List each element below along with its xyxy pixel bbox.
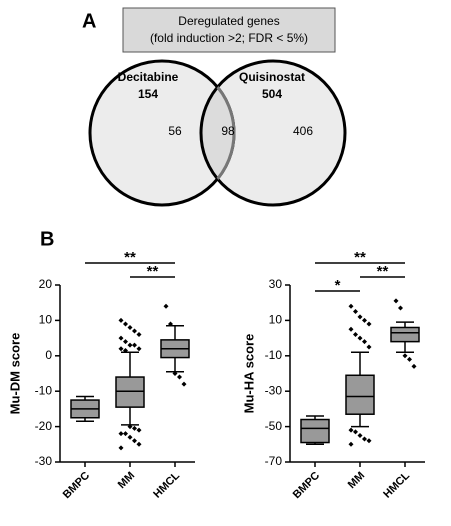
set-size: 154 xyxy=(138,87,158,101)
y-tick-label: 10 xyxy=(269,313,283,327)
significance-label: ** xyxy=(147,263,159,280)
outlier xyxy=(127,434,133,440)
y-axis-label: Mu-DM score xyxy=(7,333,22,415)
outlier xyxy=(402,353,408,359)
outlier xyxy=(398,305,403,311)
outlier xyxy=(172,371,178,376)
box xyxy=(390,326,420,343)
y-tick-label: -10 xyxy=(265,348,283,362)
set-outline xyxy=(201,61,236,205)
outlier xyxy=(362,339,367,345)
outlier xyxy=(123,321,128,327)
region-count: 98 xyxy=(221,124,235,138)
y-tick-label: 10 xyxy=(39,313,53,327)
x-tick-label: BMPC xyxy=(61,470,92,501)
outlier xyxy=(362,317,367,323)
x-tick-label: HMCL xyxy=(151,470,182,501)
outlier xyxy=(357,314,363,320)
region-count: 56 xyxy=(168,124,182,138)
x-tick-label: MM xyxy=(116,470,137,491)
outlier xyxy=(366,344,372,350)
venn: Deregulated genes (fold induction >2; FD… xyxy=(88,7,347,207)
outlier xyxy=(411,363,417,369)
significance-label: * xyxy=(335,277,341,294)
outlier xyxy=(366,321,372,327)
outlier xyxy=(136,346,142,352)
outlier xyxy=(353,309,358,315)
outlier xyxy=(177,374,182,380)
outlier xyxy=(127,424,133,430)
outlier xyxy=(353,332,358,338)
outlier xyxy=(127,342,133,348)
x-tick-label: HMCL xyxy=(381,470,412,501)
outlier xyxy=(348,303,354,309)
outlier xyxy=(348,427,354,433)
outlier xyxy=(136,441,142,447)
outlier xyxy=(163,303,169,309)
outlier xyxy=(348,441,354,447)
outlier xyxy=(118,317,124,323)
outlier xyxy=(123,431,128,437)
venn-title: Deregulated genes xyxy=(178,14,279,28)
outlier xyxy=(132,342,137,348)
set-size: 504 xyxy=(262,87,282,101)
outlier xyxy=(136,427,142,433)
header-box xyxy=(122,7,336,53)
y-tick-label: 0 xyxy=(45,348,52,362)
y-tick-label: -10 xyxy=(35,383,53,397)
intersection xyxy=(199,61,234,205)
outlier xyxy=(118,431,124,437)
box-plot: -30 -20 -10 0 10 20 Mu-DM score BMPC MM HMCL ** ** xyxy=(7,249,195,501)
set-name: Decitabine xyxy=(118,70,179,84)
y-tick-label: 30 xyxy=(269,277,283,291)
y-tick-label: -30 xyxy=(265,383,283,397)
significance-label: ** xyxy=(377,263,389,280)
outlier xyxy=(357,335,363,341)
y-tick-label: -30 xyxy=(35,454,53,468)
outlier xyxy=(132,328,137,334)
outlier xyxy=(348,326,354,332)
outlier xyxy=(118,445,124,451)
outlier xyxy=(357,432,363,438)
outlier xyxy=(181,381,187,387)
y-tick-label: -20 xyxy=(35,419,53,433)
outlier xyxy=(132,438,137,444)
box xyxy=(300,418,330,444)
outlier xyxy=(168,321,173,327)
outlier xyxy=(407,356,412,362)
outlier xyxy=(118,335,124,341)
y-axis-label: Mu-HA score xyxy=(241,334,256,414)
x-tick-label: BMPC xyxy=(291,470,322,501)
set-name: Quisinostat xyxy=(239,70,305,84)
significance-label: ** xyxy=(354,249,366,266)
x-tick-label: MM xyxy=(346,470,367,491)
outlier xyxy=(127,324,133,330)
outlier xyxy=(366,438,372,444)
region-count: 406 xyxy=(293,124,313,138)
panel-label: A xyxy=(82,10,96,32)
outlier xyxy=(393,298,399,304)
panel-label: B xyxy=(40,228,54,250)
box xyxy=(345,374,375,415)
outlier xyxy=(353,429,358,435)
venn-subtitle: (fold induction >2; FDR < 5%) xyxy=(150,31,308,45)
outlier xyxy=(123,339,128,345)
outlier xyxy=(123,347,128,353)
outlier xyxy=(362,436,367,442)
box xyxy=(115,376,145,408)
y-tick-label: -50 xyxy=(265,419,283,433)
y-tick-label: -70 xyxy=(265,454,283,468)
y-tick-label: 20 xyxy=(39,277,53,291)
outlier xyxy=(132,425,137,431)
outlier xyxy=(136,332,142,338)
significance-label: ** xyxy=(124,249,136,266)
outlier xyxy=(118,346,124,352)
